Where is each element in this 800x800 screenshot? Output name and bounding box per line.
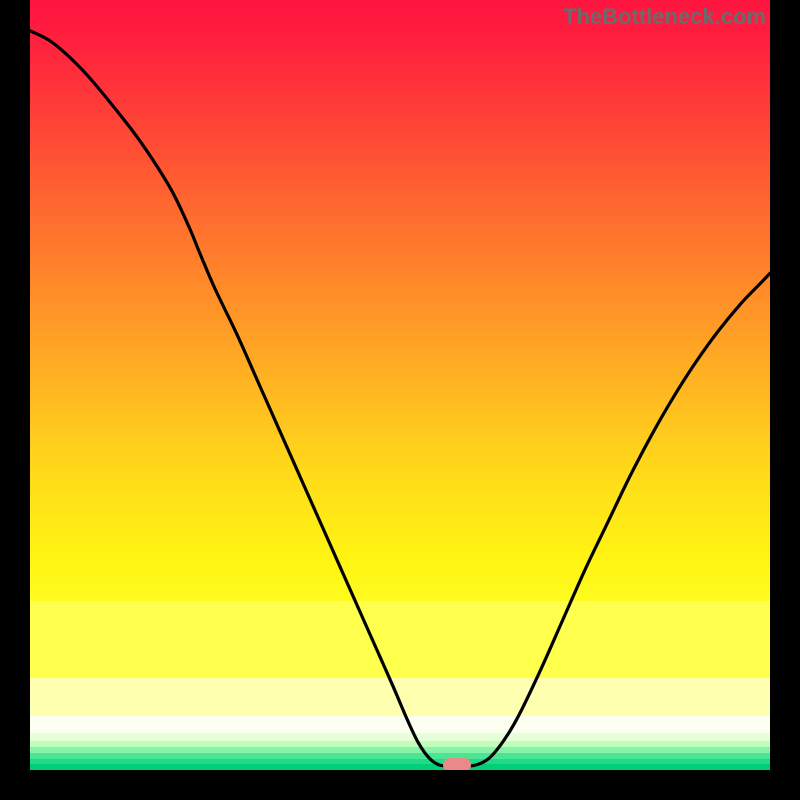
plot-border-right	[770, 0, 800, 800]
plot-border-left	[0, 0, 30, 800]
plot-area	[30, 0, 770, 770]
plot-border-bottom	[0, 770, 800, 800]
watermark-text: TheBottleneck.com	[563, 4, 766, 30]
bottleneck-curve	[30, 31, 770, 766]
optimum-marker	[443, 758, 471, 770]
curve-svg	[30, 0, 770, 770]
